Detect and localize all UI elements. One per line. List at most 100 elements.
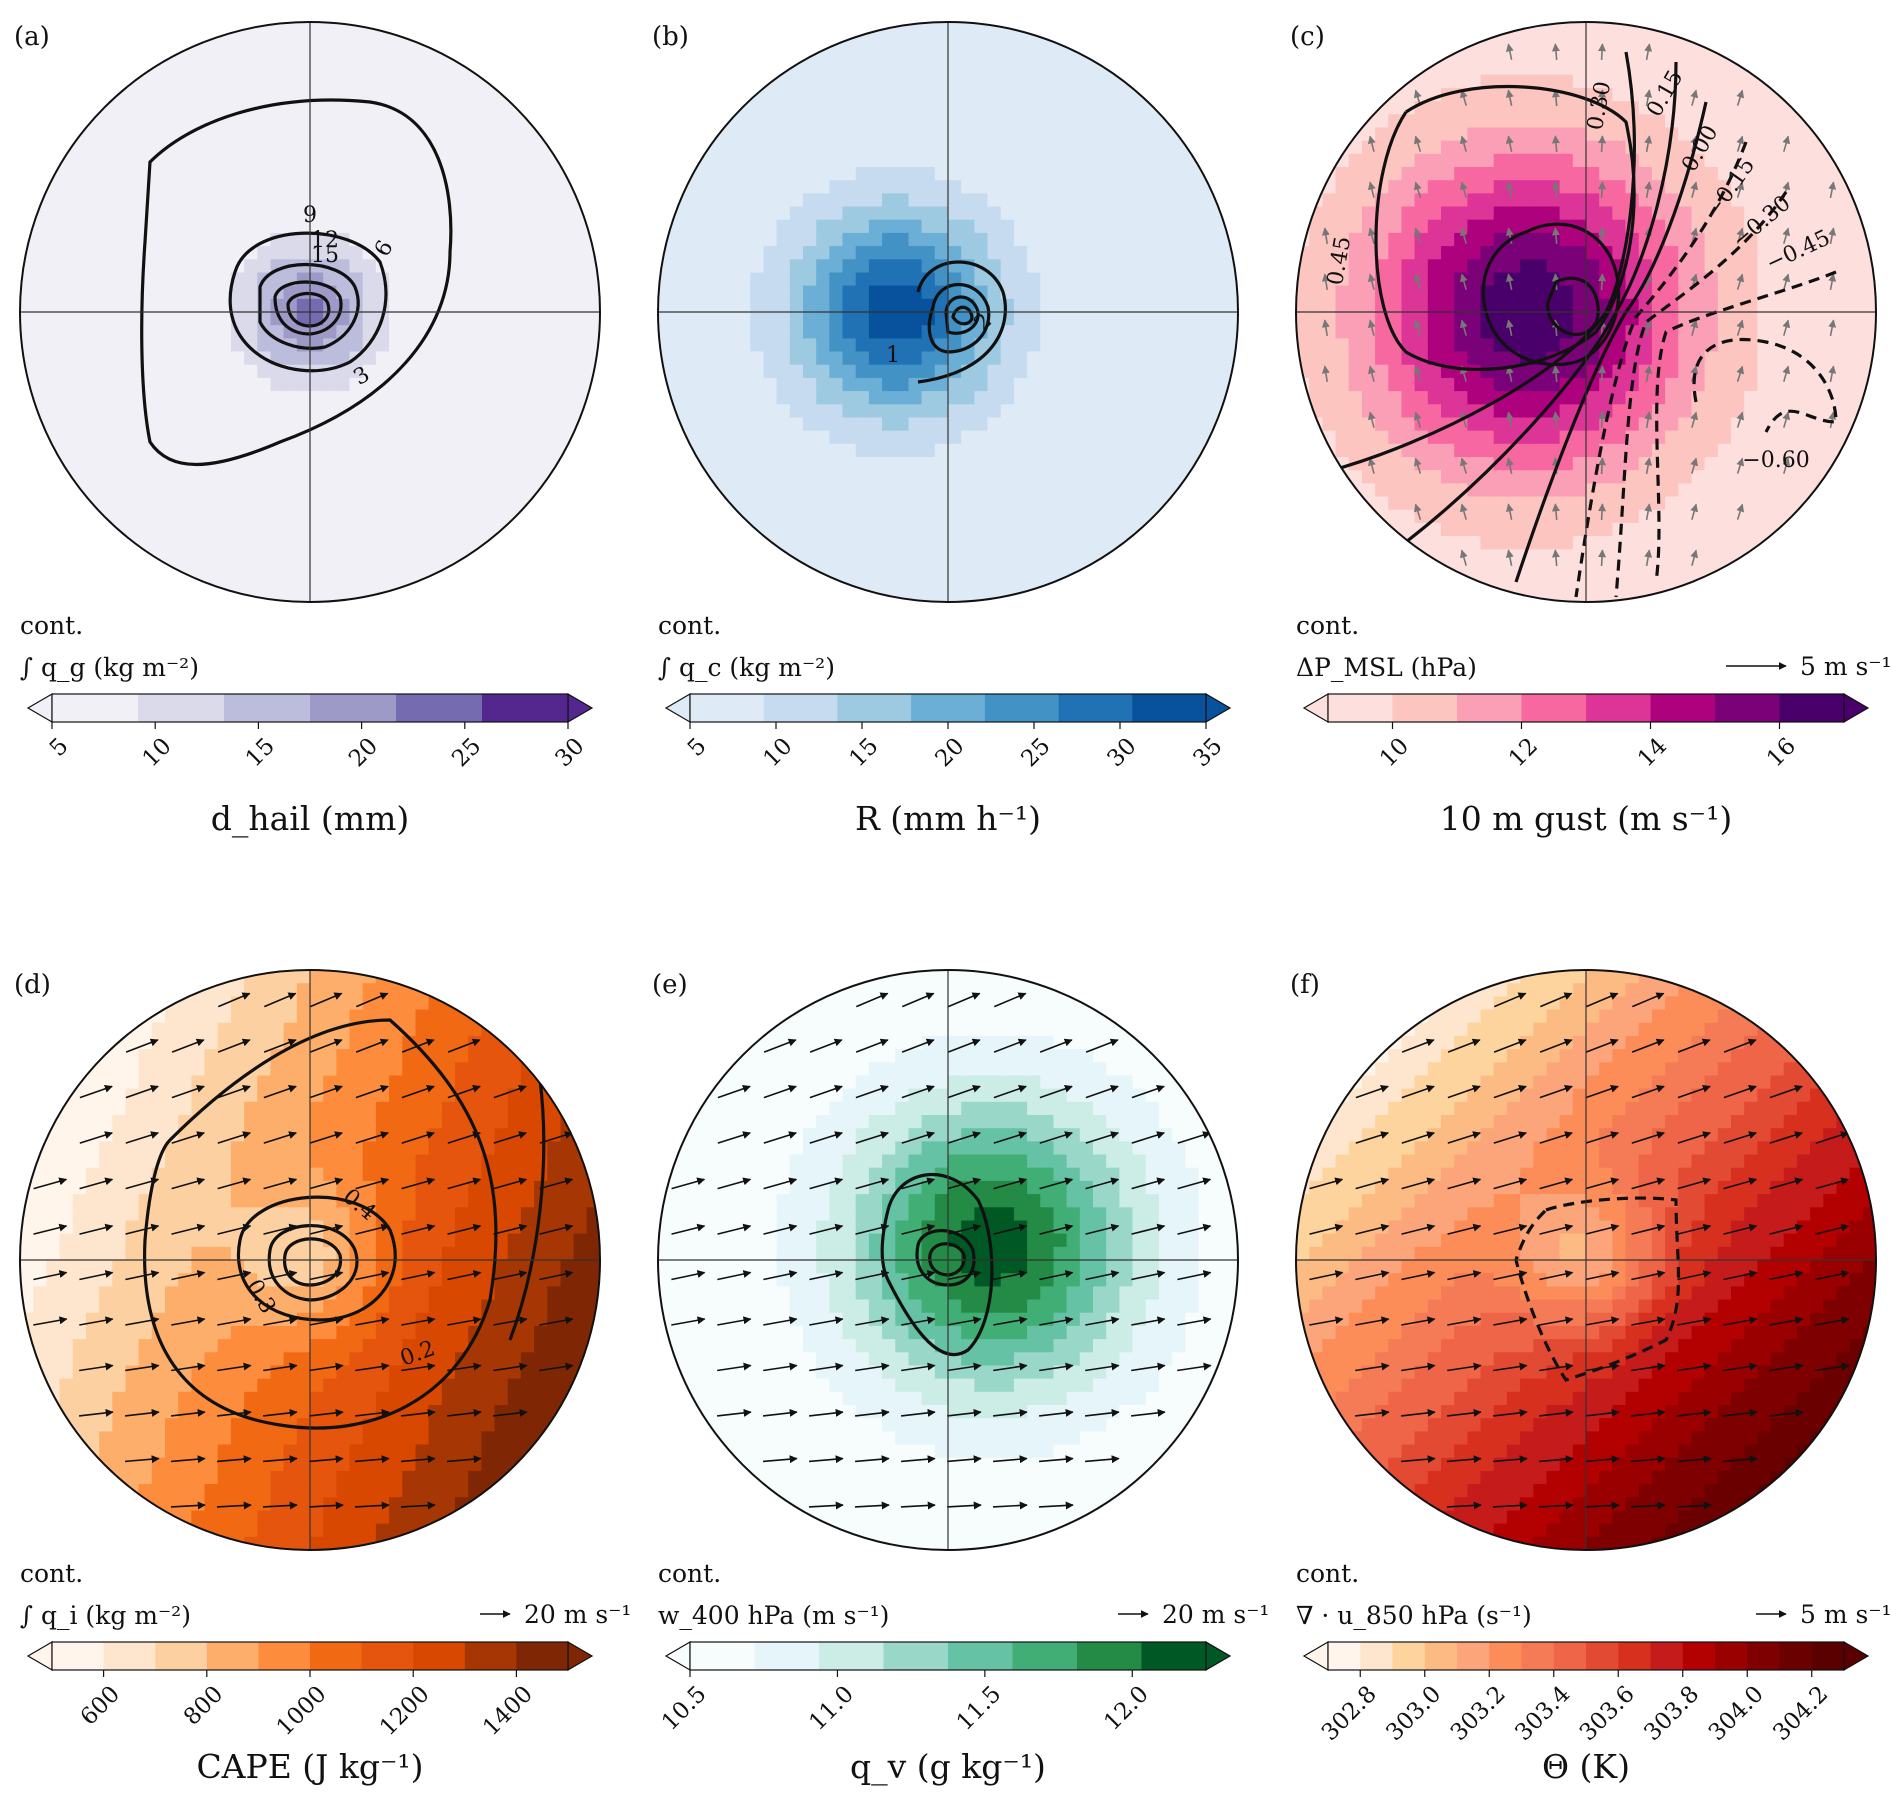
field-cell (1427, 140, 1442, 155)
field-cell (573, 351, 588, 366)
field-cell (191, 325, 206, 340)
field-cell (1119, 338, 1134, 353)
field-cell (402, 509, 417, 524)
field-cell (468, 470, 483, 485)
field-cell (1744, 101, 1759, 116)
field-cell (776, 391, 791, 406)
field-cell (723, 167, 738, 181)
field-cell (829, 101, 844, 116)
field-cell (428, 404, 443, 419)
field-cell (1612, 219, 1627, 234)
field-cell (1309, 312, 1324, 326)
field-cell (829, 391, 844, 406)
field-cell (803, 167, 817, 181)
field-cell (1335, 351, 1350, 366)
field-cell (1796, 272, 1811, 287)
field-cell (244, 457, 259, 471)
field-cell (415, 417, 430, 432)
field-cell (789, 364, 804, 379)
field-cell (389, 417, 404, 432)
field-cell (481, 391, 496, 406)
field-cell (934, 509, 949, 524)
field-cell (1401, 417, 1416, 432)
field-cell (1053, 140, 1068, 155)
field-cell (776, 483, 791, 498)
field-cell (257, 193, 272, 208)
field-cell (1625, 48, 1640, 63)
field-cell (1480, 588, 1495, 602)
field-cell (20, 377, 34, 392)
field-cell (974, 391, 989, 406)
field-cell (1441, 430, 1455, 445)
field-cell (1388, 470, 1403, 485)
field-cell (1211, 259, 1226, 274)
field-cell (1810, 404, 1825, 419)
field-cell (1066, 470, 1081, 485)
field-cell (217, 219, 232, 234)
field-cell (1172, 443, 1187, 458)
field-cell (948, 351, 962, 366)
field-cell (1335, 298, 1350, 313)
field-cell (776, 298, 791, 313)
field-cell (125, 509, 140, 524)
field-cell (1599, 259, 1614, 274)
field-cell (389, 206, 404, 221)
field-cell (178, 298, 193, 313)
field-cell (855, 48, 870, 63)
field-cell (1106, 219, 1121, 234)
field-cell (1665, 312, 1680, 326)
field-cell (723, 206, 738, 221)
field-cell (948, 496, 962, 511)
field-cell (191, 562, 206, 577)
field-cell (961, 22, 976, 36)
field-cell (1000, 522, 1015, 537)
field-cell (1145, 443, 1160, 458)
field-cell (138, 457, 153, 471)
field-cell (217, 536, 232, 551)
field-cell (1638, 417, 1653, 432)
field-cell (165, 61, 179, 76)
field-cell (1172, 351, 1187, 366)
field-cell (165, 74, 179, 89)
field-cell (1572, 522, 1587, 537)
field-cell (217, 193, 232, 208)
field-cell (803, 496, 817, 511)
field-cell (296, 575, 311, 590)
field-cell (1480, 338, 1495, 353)
field-cell (520, 127, 535, 142)
field-cell (481, 140, 496, 155)
field-cell (1106, 430, 1121, 445)
field-cell (1572, 22, 1587, 36)
field-cell (776, 536, 791, 551)
field-cell (534, 404, 549, 419)
field-cell (1533, 246, 1548, 261)
field-cell (974, 509, 989, 524)
field-cell (586, 351, 600, 366)
field-cell (1309, 219, 1324, 234)
field-cell (1480, 153, 1495, 168)
field-cell (1572, 61, 1587, 76)
field-cell (455, 430, 469, 445)
field-cell (455, 364, 469, 379)
field-cell (1480, 61, 1495, 76)
field-cell (1027, 180, 1042, 195)
field-cell (1375, 522, 1390, 537)
field-cell (671, 246, 686, 261)
field-cell (1441, 470, 1455, 485)
field-cell (455, 259, 469, 274)
field-cell (1053, 562, 1068, 577)
field-cell (1000, 430, 1015, 445)
field-cell (151, 522, 166, 537)
field-cell (1823, 167, 1838, 181)
field-cell (908, 259, 923, 274)
field-cell (908, 417, 923, 432)
field-cell (138, 101, 153, 116)
field-cell (165, 470, 179, 485)
field-cell (737, 246, 752, 261)
field-cell (455, 232, 469, 247)
field-cell (882, 364, 897, 379)
field-cell (138, 193, 153, 208)
field-cell (1053, 549, 1068, 564)
field-cell (1000, 35, 1015, 50)
field-cell (46, 298, 61, 313)
